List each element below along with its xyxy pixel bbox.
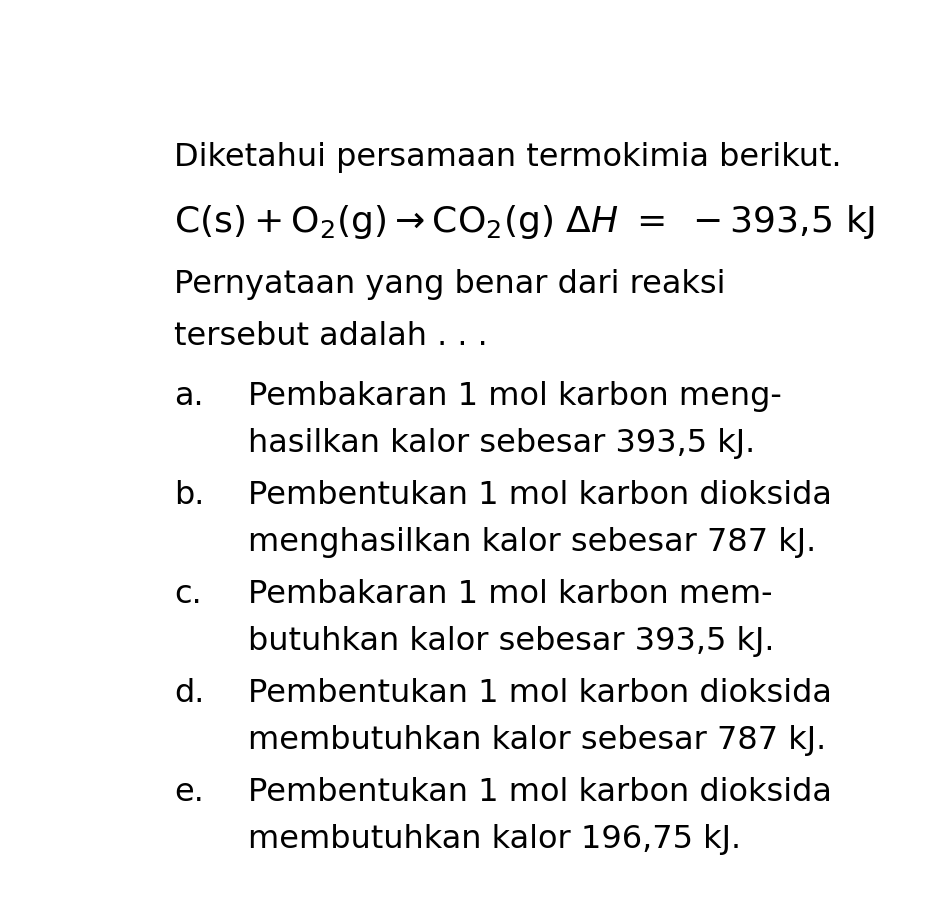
Text: butuhkan kalor sebesar 393,5 kJ.: butuhkan kalor sebesar 393,5 kJ. <box>248 626 774 657</box>
Text: b.: b. <box>174 480 204 511</box>
Text: Pembentukan 1 mol karbon dioksida: Pembentukan 1 mol karbon dioksida <box>248 777 832 807</box>
Text: menghasilkan kalor sebesar 787 kJ.: menghasilkan kalor sebesar 787 kJ. <box>248 527 816 558</box>
Text: tersebut adalah . . .: tersebut adalah . . . <box>174 321 488 352</box>
Text: Pernyataan yang benar dari reaksi: Pernyataan yang benar dari reaksi <box>174 269 726 300</box>
Text: a.: a. <box>174 381 204 412</box>
Text: Diketahui persamaan termokimia berikut.: Diketahui persamaan termokimia berikut. <box>174 142 842 174</box>
Text: Pembentukan 1 mol karbon dioksida: Pembentukan 1 mol karbon dioksida <box>248 480 832 511</box>
Text: Pembentukan 1 mol karbon dioksida: Pembentukan 1 mol karbon dioksida <box>248 678 832 708</box>
Text: Pembakaran 1 mol karbon mem-: Pembakaran 1 mol karbon mem- <box>248 579 772 610</box>
Text: hasilkan kalor sebesar 393,5 kJ.: hasilkan kalor sebesar 393,5 kJ. <box>248 428 755 458</box>
Text: membutuhkan kalor 196,75 kJ.: membutuhkan kalor 196,75 kJ. <box>248 823 741 855</box>
Text: c.: c. <box>174 579 202 610</box>
Text: e.: e. <box>174 777 204 807</box>
Text: Pembakaran 1 mol karbon meng-: Pembakaran 1 mol karbon meng- <box>248 381 782 412</box>
Text: $\mathregular{C(s) + O_2(g) \rightarrow CO_2(g)\ \Delta}$$\mathit{H}$$\mathregul: $\mathregular{C(s) + O_2(g) \rightarrow … <box>174 203 875 242</box>
Text: membutuhkan kalor sebesar 787 kJ.: membutuhkan kalor sebesar 787 kJ. <box>248 725 826 756</box>
Text: d.: d. <box>174 678 204 708</box>
